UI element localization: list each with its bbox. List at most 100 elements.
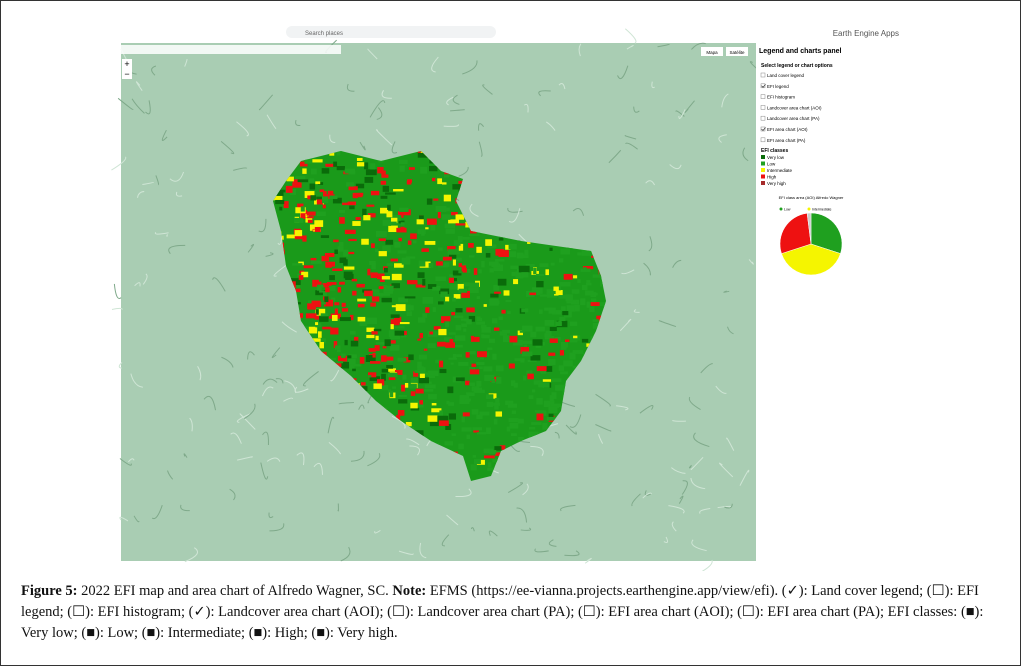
ridge — [452, 94, 460, 105]
efi-patch — [410, 233, 417, 240]
efi-patch — [411, 378, 421, 384]
efi-patch — [522, 325, 533, 332]
efi-patch — [419, 215, 424, 220]
efi-patch — [487, 244, 497, 249]
efi-patch — [429, 165, 438, 172]
map-type-button[interactable]: Mapa — [701, 47, 723, 56]
efi-patch — [370, 272, 378, 278]
ridge — [281, 321, 297, 333]
search-box[interactable] — [286, 26, 496, 38]
checkbox[interactable] — [760, 115, 766, 121]
efi-patch — [529, 426, 536, 430]
efi-patch — [563, 360, 573, 367]
efi-patch — [300, 206, 305, 212]
efi-patch — [295, 280, 301, 286]
efi-patch — [550, 262, 555, 266]
efi-patch — [485, 239, 493, 246]
ridge — [119, 516, 129, 522]
ridge — [151, 65, 157, 76]
efi-patch — [403, 357, 411, 363]
ridge — [651, 81, 655, 89]
checkbox[interactable] — [760, 105, 766, 110]
checkbox[interactable] — [760, 83, 766, 89]
ridge — [663, 536, 669, 543]
efi-patch — [437, 301, 444, 305]
ridge — [327, 416, 335, 434]
efi-patch — [591, 298, 597, 304]
zoom-out[interactable]: − — [124, 69, 129, 79]
efi-patch — [339, 241, 344, 249]
efi-patch — [519, 330, 525, 333]
ridge — [508, 208, 521, 223]
class-swatch — [761, 155, 765, 159]
checkbox[interactable] — [760, 94, 766, 99]
zoom-control[interactable] — [122, 59, 132, 79]
efi-patch — [495, 397, 500, 404]
efi-patch — [337, 355, 348, 362]
efi-patch — [499, 331, 508, 336]
checkbox[interactable] — [760, 137, 766, 143]
efi-patch — [309, 178, 315, 183]
efi-patch — [415, 388, 424, 394]
efi-patch — [547, 290, 556, 294]
option-label: EFI area chart (AOI) — [767, 127, 808, 132]
efi-patch — [333, 161, 338, 167]
efi-patch — [473, 459, 481, 465]
class-swatch — [761, 181, 765, 185]
efi-patch — [487, 347, 493, 350]
ridge — [258, 218, 267, 233]
efi-patch — [592, 319, 599, 322]
efi-patch — [392, 386, 397, 389]
efi-patch — [465, 380, 470, 386]
ridge — [243, 403, 256, 420]
efi-patch — [549, 395, 554, 402]
efi-patch — [514, 358, 525, 362]
efi-patch — [295, 176, 306, 180]
efi-patch — [473, 387, 483, 393]
efi-patch — [386, 356, 394, 361]
efi-patch — [592, 322, 601, 329]
checkbox[interactable] — [760, 72, 766, 78]
efi-patch — [470, 464, 477, 471]
efi-patch — [448, 332, 456, 335]
class-label: High — [767, 175, 777, 180]
efi-patch — [455, 377, 465, 382]
ridge — [625, 142, 638, 150]
map-type-button[interactable]: Satélite — [726, 47, 748, 56]
efi-patch — [564, 339, 570, 343]
efi-patch — [329, 275, 335, 281]
efi-patch — [285, 185, 293, 193]
efi-patch — [577, 252, 586, 256]
efi-patch — [437, 341, 446, 347]
efi-patch — [536, 413, 544, 421]
efi-patch — [458, 443, 464, 450]
efi-patch — [476, 296, 480, 300]
efi-patch — [371, 331, 378, 335]
efi-patch — [366, 204, 375, 207]
efi-patch — [382, 185, 390, 192]
efi-patch — [472, 427, 483, 431]
efi-patch — [535, 326, 545, 332]
ridge — [507, 207, 523, 213]
efi-patch — [510, 433, 517, 436]
efi-patch — [327, 357, 337, 361]
efi-patch — [422, 296, 434, 304]
efi-patch — [381, 355, 387, 362]
efi-patch — [348, 186, 358, 191]
checkbox[interactable] — [760, 126, 766, 132]
efi-patch — [444, 441, 454, 446]
efi-patch — [424, 384, 436, 389]
efi-patch — [561, 306, 566, 312]
efi-patch — [380, 195, 388, 199]
efi-patch — [398, 159, 408, 165]
ridge — [690, 478, 706, 490]
ridge — [478, 123, 485, 131]
efi-patch — [536, 398, 543, 405]
zoom-in[interactable]: + — [124, 59, 129, 69]
ridge — [409, 445, 420, 456]
efi-patch — [569, 352, 576, 360]
efi-patch — [447, 249, 457, 255]
efi-patch — [513, 382, 518, 388]
efi-patch — [461, 416, 465, 423]
ridge — [639, 405, 654, 414]
